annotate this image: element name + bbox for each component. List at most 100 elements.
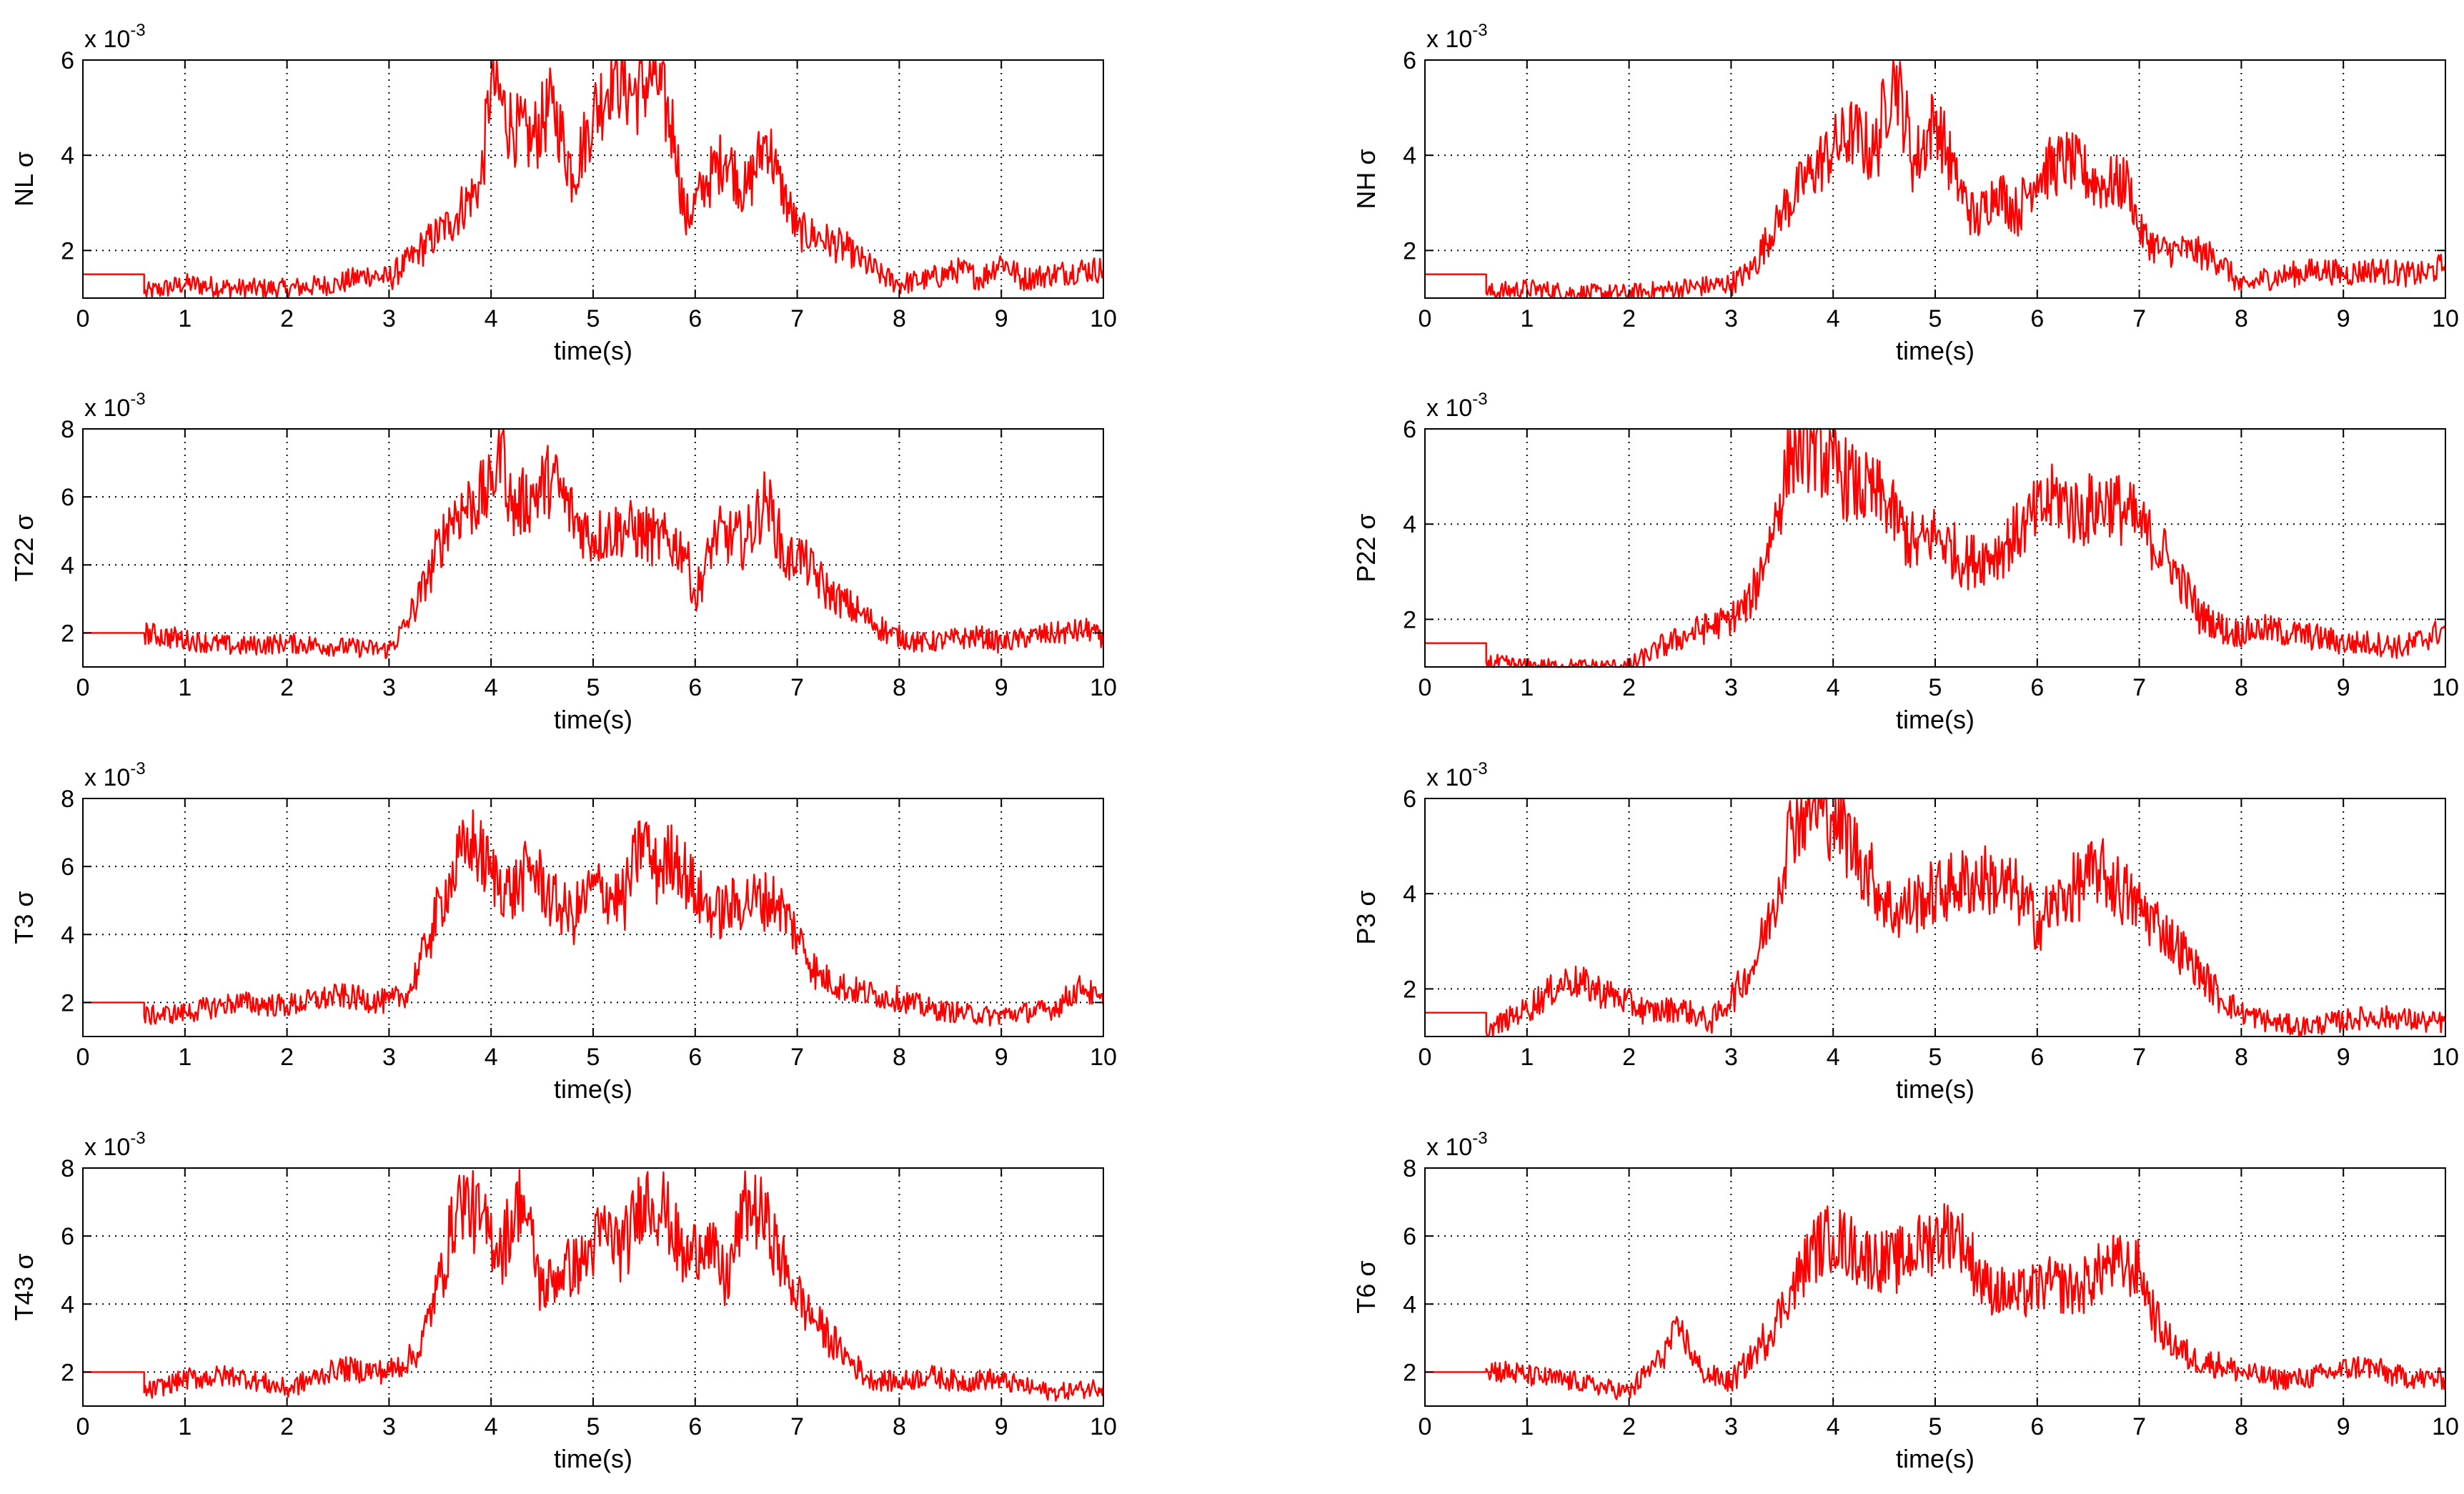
y-axis-label: P22 σ (1351, 513, 1381, 582)
x-tick-label: 8 (893, 1044, 906, 1071)
x-tick-label: 5 (1929, 1413, 1942, 1440)
y-axis-label: P3 σ (1351, 890, 1381, 944)
x-tick-label: 0 (1419, 1413, 1432, 1440)
x-tick-label: 5 (587, 305, 600, 332)
y-tick-label: 8 (61, 786, 74, 813)
x-axis-label: time(s) (1896, 1444, 1974, 1473)
x-tick-label: 9 (2337, 305, 2350, 332)
x-tick-label: 1 (1520, 674, 1534, 701)
y-axis-label: T43 σ (9, 1253, 39, 1320)
y-tick-label: 2 (61, 620, 74, 647)
x-tick-label: 4 (1827, 1044, 1840, 1071)
x-tick-label: 3 (382, 1044, 396, 1071)
y-tick-label: 2 (1403, 976, 1416, 1003)
x-tick-label: 2 (1622, 1044, 1636, 1071)
x-tick-label: 5 (1929, 305, 1942, 332)
x-tick-label: 9 (2337, 1044, 2350, 1071)
x-axis-label: time(s) (1896, 336, 1974, 365)
x-tick-label: 3 (1724, 305, 1738, 332)
x-tick-label: 2 (280, 305, 294, 332)
series-line (83, 427, 1105, 659)
x-tick-label: 1 (1520, 1044, 1534, 1071)
x-tick-label: 4 (1827, 305, 1840, 332)
axis-exponent-power: -3 (130, 759, 145, 778)
x-tick-label: 7 (2132, 305, 2146, 332)
series-line (1425, 427, 2447, 668)
x-tick-label: 0 (1419, 674, 1432, 701)
x-tick-label: 7 (790, 674, 804, 701)
series-line (83, 809, 1105, 1026)
x-tick-label: 9 (995, 674, 1008, 701)
x-tick-label: 2 (1622, 1413, 1636, 1440)
x-tick-label: 8 (2235, 674, 2248, 701)
x-tick-label: 8 (893, 305, 906, 332)
subplot-8: 0 1 2 3 4 5 6 7 8 9 10 2 4 6 8 x 10-3 time(s) T6 σ (1351, 1129, 2459, 1473)
x-tick-label: 2 (280, 1413, 294, 1440)
y-axis-label: T3 σ (9, 891, 39, 944)
y-tick-label: 6 (61, 1223, 74, 1250)
axis-exponent-power: -3 (1472, 390, 1487, 409)
x-tick-label: 2 (280, 674, 294, 701)
x-tick-label: 1 (178, 674, 192, 701)
y-tick-label: 6 (1403, 786, 1416, 813)
y-tick-label: 6 (61, 854, 74, 881)
x-tick-label: 10 (2432, 674, 2459, 701)
x-tick-label: 3 (382, 674, 396, 701)
x-tick-label: 7 (2132, 674, 2146, 701)
x-tick-label: 6 (688, 1044, 702, 1071)
x-tick-label: 1 (1520, 305, 1534, 332)
y-tick-label: 2 (61, 237, 74, 264)
x-tick-label: 3 (382, 305, 396, 332)
y-tick-label: 2 (1403, 237, 1416, 264)
y-tick-label: 4 (1403, 511, 1416, 538)
x-tick-label: 3 (1724, 1044, 1738, 1071)
x-tick-label: 1 (178, 1413, 192, 1440)
axis-exponent-power: -3 (1472, 1129, 1487, 1148)
y-tick-label: 6 (1403, 416, 1416, 443)
x-tick-label: 0 (76, 1044, 90, 1071)
x-tick-label: 8 (2235, 1044, 2248, 1071)
x-tick-label: 3 (1724, 1413, 1738, 1440)
x-tick-label: 9 (995, 1413, 1008, 1440)
x-tick-label: 7 (790, 1413, 804, 1440)
x-tick-label: 10 (1090, 305, 1117, 332)
x-tick-label: 6 (2030, 674, 2044, 701)
x-tick-label: 10 (1090, 1044, 1117, 1071)
axis-exponent-label: x 10-3 (84, 1129, 146, 1161)
x-axis-label: time(s) (1896, 1074, 1974, 1104)
x-tick-label: 5 (587, 1044, 600, 1071)
x-tick-label: 4 (485, 305, 498, 332)
x-tick-label: 10 (2432, 305, 2459, 332)
x-tick-label: 10 (2432, 1413, 2459, 1440)
y-tick-label: 2 (1403, 606, 1416, 633)
x-tick-label: 7 (790, 1044, 804, 1071)
y-tick-label: 6 (61, 484, 74, 511)
series-line (1425, 1203, 2447, 1400)
y-tick-label: 8 (1403, 1155, 1416, 1182)
x-tick-label: 6 (2030, 305, 2044, 332)
axis-exponent-power: -3 (1472, 759, 1487, 778)
y-tick-label: 2 (61, 1359, 74, 1386)
axis-exponent-label: x 10-3 (1426, 1129, 1488, 1161)
series-line (83, 59, 1105, 300)
x-tick-label: 8 (893, 674, 906, 701)
series-line (1425, 59, 2447, 300)
x-tick-label: 6 (2030, 1044, 2044, 1071)
x-tick-label: 5 (587, 1413, 600, 1440)
x-tick-label: 8 (893, 1413, 906, 1440)
x-tick-label: 6 (2030, 1413, 2044, 1440)
axis-exponent-power: -3 (130, 21, 145, 40)
x-tick-label: 0 (76, 1413, 90, 1440)
x-tick-label: 1 (1520, 1413, 1534, 1440)
x-axis-label: time(s) (554, 1074, 632, 1104)
y-tick-label: 4 (1403, 881, 1416, 908)
y-tick-label: 6 (1403, 47, 1416, 74)
x-tick-label: 0 (76, 305, 90, 332)
